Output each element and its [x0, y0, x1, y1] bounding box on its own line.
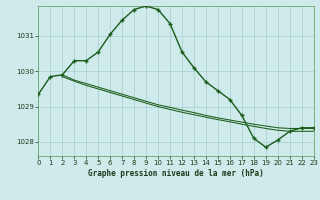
X-axis label: Graphe pression niveau de la mer (hPa): Graphe pression niveau de la mer (hPa): [88, 169, 264, 178]
